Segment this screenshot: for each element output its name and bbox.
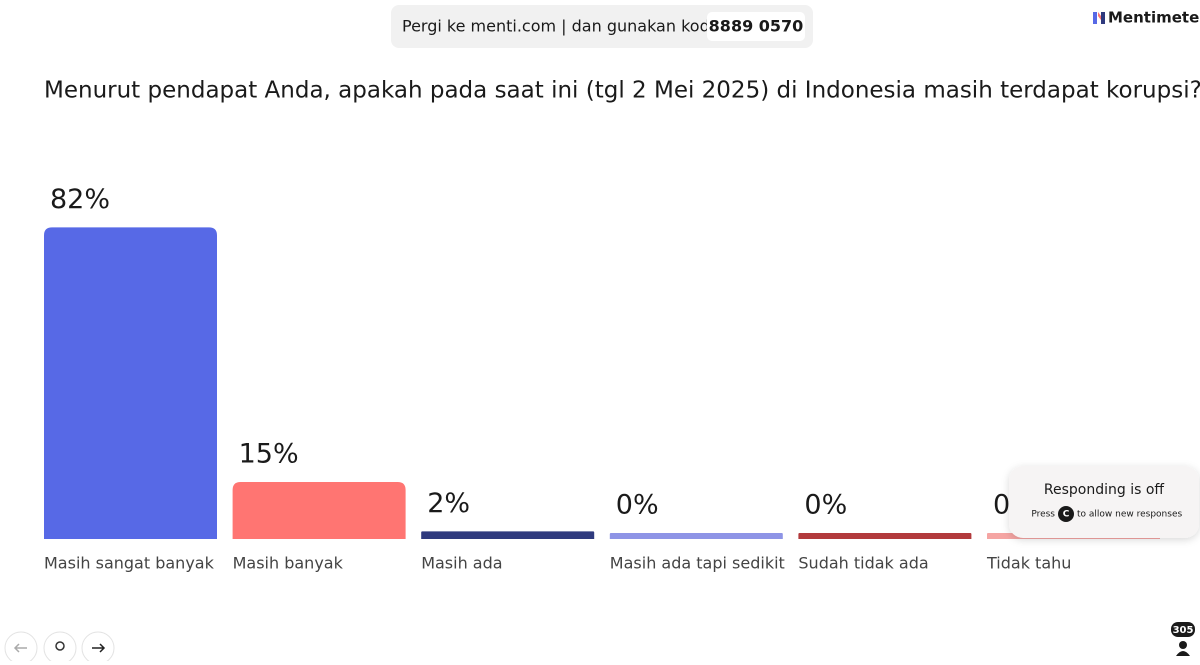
bar [232, 482, 406, 539]
next-icon [92, 643, 106, 653]
category-label: Sudah tidak ada [798, 554, 928, 573]
brand: Mentimeter [1093, 9, 1200, 27]
notice-key: C [1063, 510, 1070, 520]
bar-chart: 82% Masih sangat banyak 15% Masih banyak 2% M… [44, 184, 1160, 573]
value-label: 0% [616, 490, 659, 521]
join-code: 8889 0570 [709, 17, 804, 36]
count-badge [1171, 622, 1195, 637]
category-label: Masih banyak [233, 554, 344, 573]
bar [798, 533, 972, 539]
category-label: Tidak tahu [986, 554, 1071, 573]
value-label: 2% [427, 488, 470, 519]
bar [609, 533, 783, 539]
person-icon [1179, 641, 1187, 649]
join-text: Pergi ke menti.com | dan gunakan kode [402, 17, 720, 36]
tips-button[interactable] [43, 631, 77, 665]
next-button[interactable] [81, 631, 115, 665]
tips-icon [55, 641, 65, 651]
category-label: Masih ada tapi sedikit [610, 554, 785, 573]
brand-name: Mentimeter [1108, 9, 1200, 27]
value-label: 15% [239, 439, 299, 470]
code-box [707, 12, 805, 41]
nav [4, 631, 115, 665]
bar [44, 227, 217, 539]
category-label: Masih sangat banyak [44, 554, 215, 573]
value-label: 0% [804, 490, 847, 521]
category-label: Masih ada [421, 554, 502, 573]
participant-count: 305 [1173, 625, 1194, 636]
notice-hint: to allow new responses [1077, 510, 1182, 520]
logo-bar [1093, 12, 1097, 24]
bar [421, 531, 595, 539]
key-badge [1058, 506, 1074, 522]
notice-press: Press [1031, 510, 1055, 520]
notice-box [1009, 466, 1199, 538]
value-label: 82% [50, 184, 110, 215]
notice-title: Responding is off [1044, 482, 1165, 498]
person-icon [1176, 651, 1190, 656]
prev-button[interactable] [4, 631, 38, 665]
logo-bar [1101, 12, 1105, 24]
notice: Responding is off Press C to allow new r… [1009, 466, 1199, 538]
prev-icon [13, 643, 27, 653]
question-title: Menurut pendapat Anda, apakah pada saat … [44, 78, 1200, 104]
participants: 305 [1171, 622, 1195, 656]
